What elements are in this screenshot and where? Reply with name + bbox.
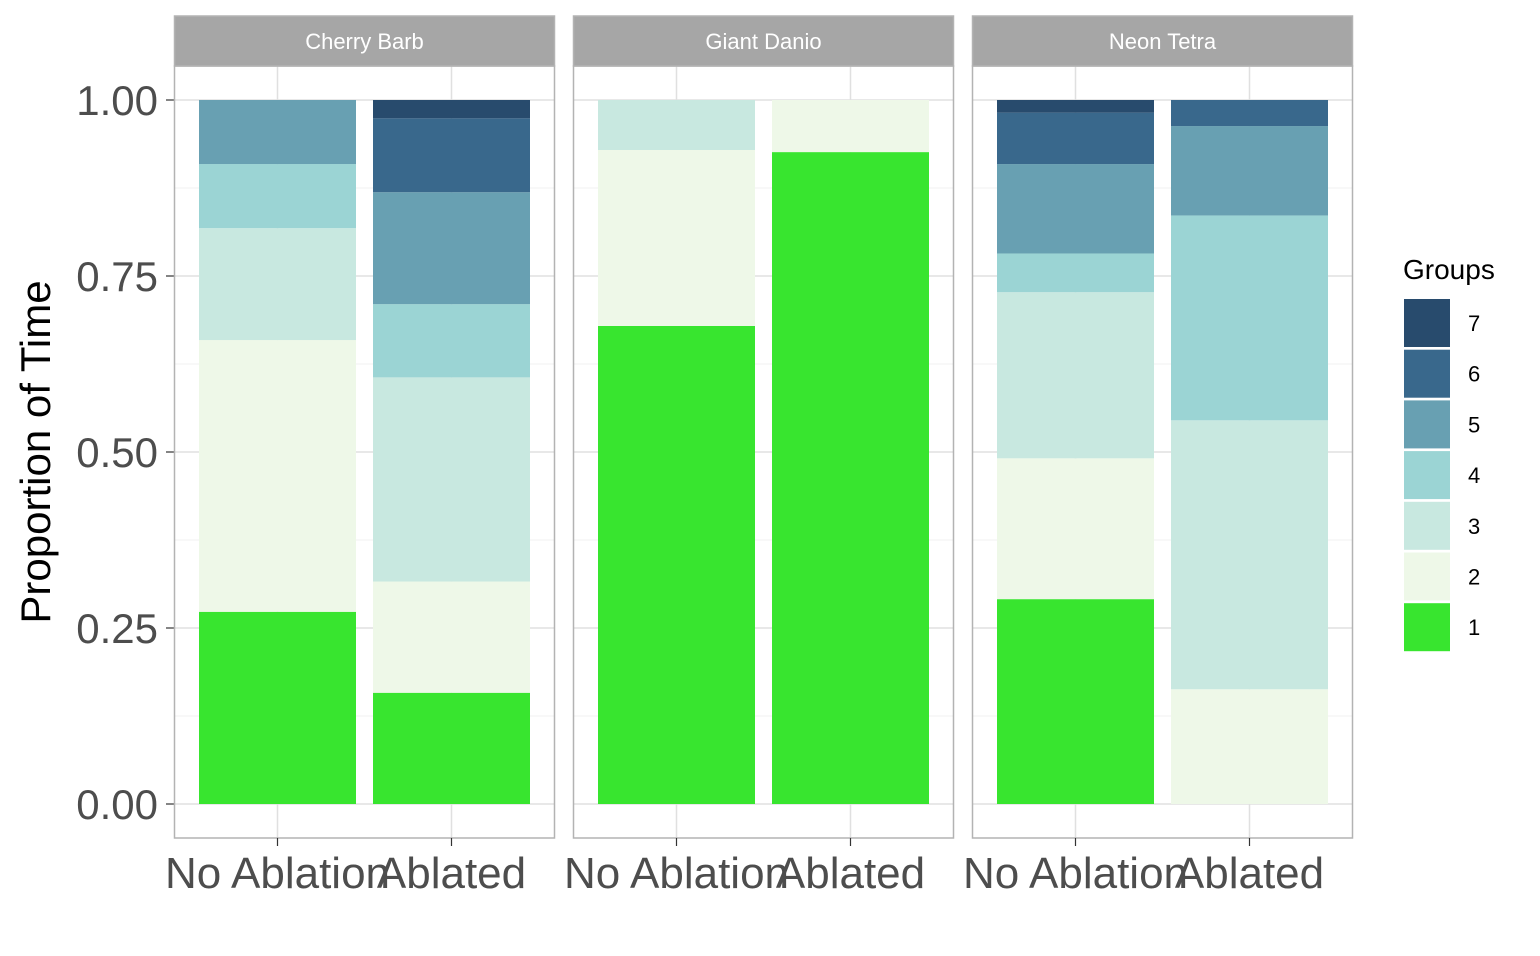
x-tick-label: No Ablation: [165, 849, 390, 898]
x-tick-label: No Ablation: [963, 849, 1188, 898]
bar-segment-cherry-barb-no-ablation-group-1: [199, 611, 356, 804]
legend-key-group-1: [1404, 603, 1450, 652]
bar-segment-neon-tetra-ablated-group-5: [1171, 126, 1328, 216]
bar-segment-neon-tetra-ablated-group-2: [1171, 689, 1328, 804]
bar-segment-neon-tetra-ablated-group-4: [1171, 215, 1328, 421]
bar-segment-cherry-barb-no-ablation-group-4: [199, 164, 356, 229]
x-tick-label: No Ablation: [564, 849, 789, 898]
bar-segment-neon-tetra-no-ablation-group-5: [997, 164, 1154, 254]
legend-label: 4: [1468, 463, 1480, 488]
y-tick-label: 1.00: [76, 77, 158, 124]
x-tick-label: Ablated: [776, 849, 925, 898]
bar-segment-cherry-barb-no-ablation-group-5: [199, 100, 356, 165]
legend-label: 7: [1468, 311, 1480, 336]
facet-strip: [572, 15, 955, 67]
x-tick-label: Ablated: [377, 849, 526, 898]
facet-strip: [173, 15, 556, 67]
bar-segment-cherry-barb-ablated-group-5: [373, 192, 530, 305]
bar-segment-neon-tetra-no-ablation-group-3: [997, 292, 1154, 459]
bar-segment-cherry-barb-ablated-group-4: [373, 304, 530, 378]
bar-segment-cherry-barb-ablated-group-7: [373, 100, 530, 119]
facet-strip-label: Giant Danio: [705, 29, 821, 54]
bar-segment-giant-danio-no-ablation-group-1: [598, 325, 755, 804]
y-axis-title: Proportion of Time: [12, 280, 59, 623]
legend-key-group-5: [1404, 400, 1450, 449]
bar-segment-giant-danio-no-ablation-group-3: [598, 100, 755, 150]
bar-segment-cherry-barb-ablated-group-2: [373, 581, 530, 693]
legend-key-group-3: [1404, 501, 1450, 550]
bar-segment-neon-tetra-no-ablation-group-2: [997, 458, 1154, 600]
bar-segment-cherry-barb-ablated-group-6: [373, 118, 530, 193]
legend-label: 6: [1468, 362, 1480, 387]
y-tick-label: 0.25: [76, 605, 158, 652]
x-tick-label: Ablated: [1175, 849, 1324, 898]
bar-segment-neon-tetra-ablated-group-6: [1171, 100, 1328, 127]
legend-key-group-2: [1404, 552, 1450, 601]
legend-key-group-6: [1404, 349, 1450, 398]
bar-segment-cherry-barb-ablated-group-3: [373, 377, 530, 582]
bar-segment-neon-tetra-no-ablation-group-1: [997, 599, 1154, 804]
bar-segment-giant-danio-ablated-group-2: [772, 100, 929, 153]
legend-label: 2: [1468, 565, 1480, 590]
y-tick-label: 0.75: [76, 253, 158, 300]
legend-label: 5: [1468, 412, 1480, 437]
facet-strip-label: Cherry Barb: [305, 29, 424, 54]
facet-strip: [971, 15, 1354, 67]
y-tick-label: 0.50: [76, 429, 158, 476]
legend-key-group-4: [1404, 451, 1450, 500]
y-tick-label: 0.00: [76, 781, 158, 828]
bar-segment-neon-tetra-no-ablation-group-6: [997, 112, 1154, 165]
legend-label: 3: [1468, 514, 1480, 539]
legend-label: 1: [1468, 615, 1480, 640]
bar-segment-neon-tetra-ablated-group-3: [1171, 420, 1328, 690]
bar-segment-neon-tetra-no-ablation-group-4: [997, 253, 1154, 293]
legend-key-group-7: [1404, 299, 1450, 347]
facet-strip-label: Neon Tetra: [1109, 29, 1217, 54]
legend-title: Groups: [1403, 254, 1495, 285]
bar-segment-giant-danio-no-ablation-group-2: [598, 149, 755, 326]
bar-segment-giant-danio-ablated-group-1: [772, 152, 929, 804]
bar-segment-cherry-barb-no-ablation-group-2: [199, 340, 356, 612]
bar-segment-cherry-barb-no-ablation-group-3: [199, 228, 356, 341]
bar-segment-neon-tetra-no-ablation-group-7: [997, 100, 1154, 113]
bar-segment-cherry-barb-ablated-group-1: [373, 692, 530, 804]
